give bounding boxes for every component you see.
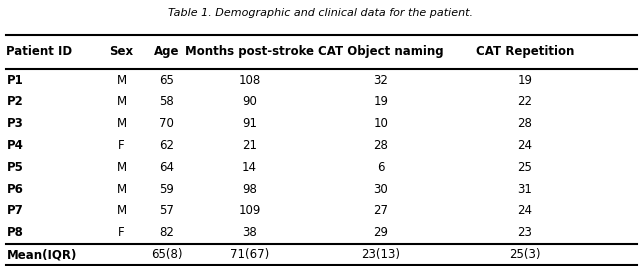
Text: 28: 28 (517, 117, 532, 130)
Text: M: M (116, 74, 127, 86)
Text: Months post-stroke: Months post-stroke (185, 45, 314, 58)
Text: 64: 64 (159, 161, 174, 174)
Text: Sex: Sex (109, 45, 134, 58)
Text: 28: 28 (373, 139, 388, 152)
Text: Age: Age (154, 45, 179, 58)
Text: 38: 38 (242, 226, 257, 239)
Text: 30: 30 (373, 183, 388, 196)
Text: 58: 58 (159, 95, 174, 108)
Text: M: M (116, 161, 127, 174)
Text: CAT Repetition: CAT Repetition (476, 45, 574, 58)
Text: P7: P7 (6, 205, 23, 217)
Text: 82: 82 (159, 226, 174, 239)
Text: 25: 25 (517, 161, 532, 174)
Text: 24: 24 (517, 139, 532, 152)
Text: 24: 24 (517, 205, 532, 217)
Text: 108: 108 (239, 74, 260, 86)
Text: F: F (118, 226, 125, 239)
Text: 21: 21 (242, 139, 257, 152)
Text: 62: 62 (159, 139, 174, 152)
Text: 25(3): 25(3) (509, 248, 541, 261)
Text: 109: 109 (239, 205, 260, 217)
Text: 71(67): 71(67) (230, 248, 269, 261)
Text: 10: 10 (373, 117, 388, 130)
Text: 70: 70 (159, 117, 174, 130)
Text: P6: P6 (6, 183, 23, 196)
Text: Mean(IQR): Mean(IQR) (6, 248, 77, 261)
Text: 19: 19 (373, 95, 388, 108)
Text: P8: P8 (6, 226, 23, 239)
Text: 31: 31 (517, 183, 532, 196)
Text: 98: 98 (242, 183, 257, 196)
Text: P3: P3 (6, 117, 23, 130)
Text: F: F (118, 139, 125, 152)
Text: CAT Object naming: CAT Object naming (318, 45, 444, 58)
Text: P4: P4 (6, 139, 23, 152)
Text: 6: 6 (377, 161, 385, 174)
Text: M: M (116, 95, 127, 108)
Text: M: M (116, 117, 127, 130)
Text: 22: 22 (517, 95, 532, 108)
Text: 91: 91 (242, 117, 257, 130)
Text: 59: 59 (159, 183, 174, 196)
Text: 90: 90 (242, 95, 257, 108)
Text: M: M (116, 183, 127, 196)
Text: 32: 32 (373, 74, 388, 86)
Text: 23: 23 (517, 226, 532, 239)
Text: 23(13): 23(13) (362, 248, 400, 261)
Text: P2: P2 (6, 95, 23, 108)
Text: 19: 19 (517, 74, 532, 86)
Text: P5: P5 (6, 161, 23, 174)
Text: 29: 29 (373, 226, 388, 239)
Text: 65(8): 65(8) (150, 248, 182, 261)
Text: 57: 57 (159, 205, 174, 217)
Text: 27: 27 (373, 205, 388, 217)
Text: 65: 65 (159, 74, 174, 86)
Text: Table 1. Demographic and clinical data for the patient.: Table 1. Demographic and clinical data f… (168, 8, 472, 18)
Text: Patient ID: Patient ID (6, 45, 72, 58)
Text: P1: P1 (6, 74, 23, 86)
Text: 14: 14 (242, 161, 257, 174)
Text: M: M (116, 205, 127, 217)
